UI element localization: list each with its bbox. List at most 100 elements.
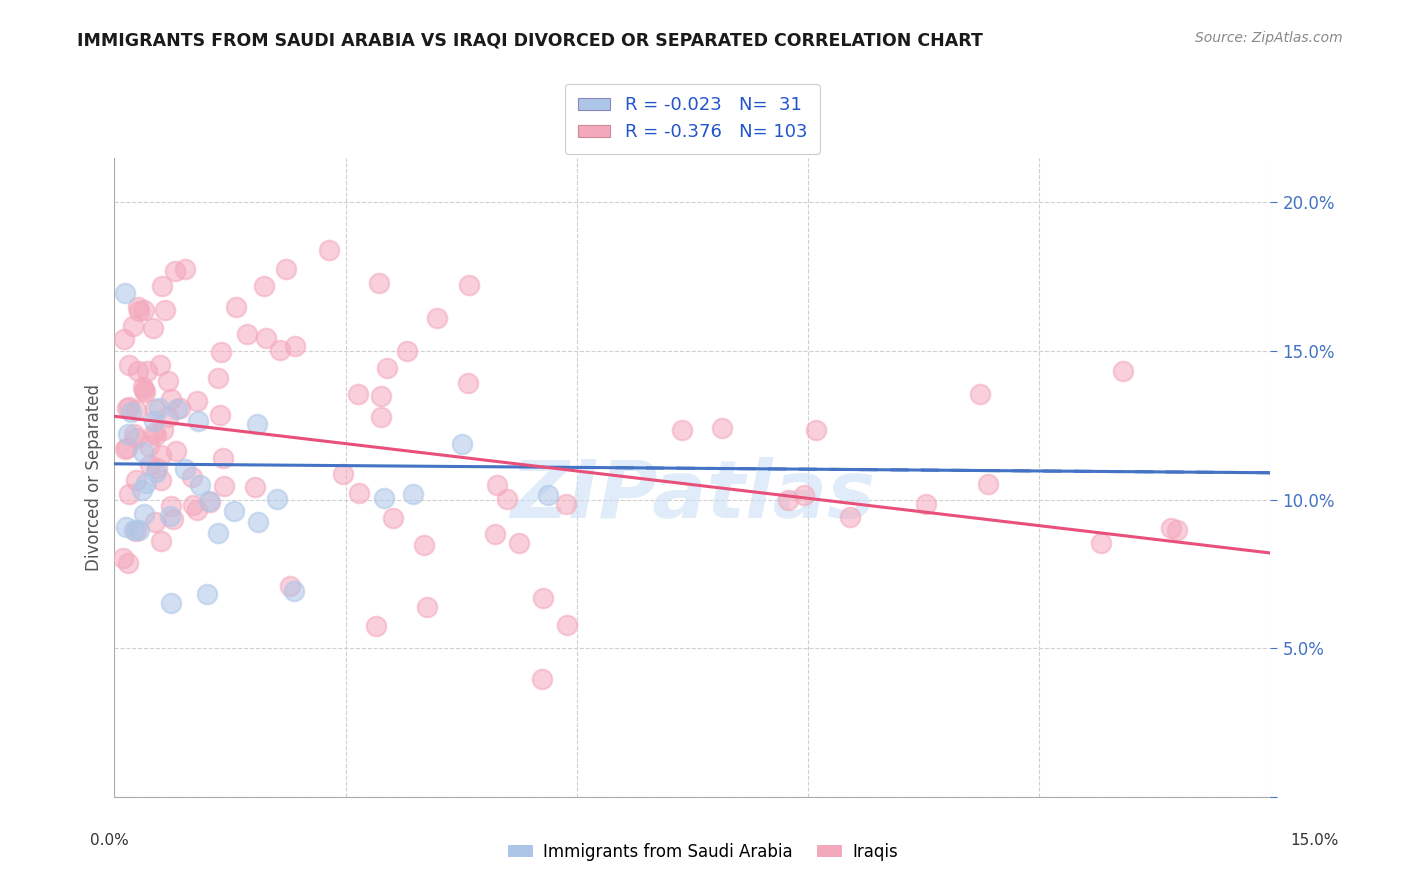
Point — [149, 448, 172, 462]
Point — [839, 510, 862, 524]
Y-axis label: Divorced or Separated: Divorced or Separated — [86, 384, 103, 571]
Point — [197, 494, 219, 508]
Point — [118, 487, 141, 501]
Point — [145, 465, 167, 479]
Point — [484, 527, 506, 541]
Point — [426, 311, 449, 326]
Point — [332, 467, 354, 482]
Point — [537, 488, 560, 502]
Point — [247, 515, 270, 529]
Point — [253, 279, 276, 293]
Point — [212, 479, 235, 493]
Point — [148, 401, 170, 415]
Point — [457, 376, 479, 390]
Point — [793, 488, 815, 502]
Point — [347, 387, 370, 401]
Point — [181, 499, 204, 513]
Point — [212, 450, 235, 465]
Point — [145, 428, 167, 442]
Point — [278, 579, 301, 593]
Point — [173, 262, 195, 277]
Point — [976, 476, 998, 491]
Point — [149, 358, 172, 372]
Point — [115, 441, 138, 455]
Point — [243, 480, 266, 494]
Point — [122, 426, 145, 441]
Point — [160, 392, 183, 407]
Point — [125, 431, 148, 445]
Point — [134, 384, 156, 399]
Point — [117, 556, 139, 570]
Point — [347, 486, 370, 500]
Point — [166, 402, 188, 417]
Point — [530, 673, 553, 687]
Point — [186, 414, 208, 428]
Point — [159, 508, 181, 523]
Point — [209, 408, 232, 422]
Point — [266, 491, 288, 506]
Text: ZIPatlas: ZIPatlas — [510, 458, 875, 535]
Point — [554, 496, 576, 510]
Point — [150, 278, 173, 293]
Point — [495, 492, 517, 507]
Point — [367, 276, 389, 290]
Point — [114, 520, 136, 534]
Point — [209, 344, 232, 359]
Legend: Immigrants from Saudi Arabia, Iraqis: Immigrants from Saudi Arabia, Iraqis — [501, 837, 905, 868]
Point — [132, 507, 155, 521]
Point — [1090, 535, 1112, 549]
Point — [134, 303, 156, 318]
Point — [159, 596, 181, 610]
Point — [364, 619, 387, 633]
Point — [283, 338, 305, 352]
Point — [112, 550, 135, 565]
Point — [157, 374, 180, 388]
Point — [112, 332, 135, 346]
Point — [138, 439, 160, 453]
Point — [115, 401, 138, 415]
Point — [145, 401, 167, 416]
Point — [711, 421, 734, 435]
Point — [159, 500, 181, 514]
Point — [254, 331, 277, 345]
Point — [135, 364, 157, 378]
Text: 15.0%: 15.0% — [1291, 833, 1339, 847]
Point — [180, 469, 202, 483]
Point — [165, 444, 187, 458]
Point — [236, 326, 259, 341]
Point — [128, 304, 150, 318]
Point — [555, 618, 578, 632]
Point — [195, 587, 218, 601]
Point — [114, 285, 136, 300]
Point — [131, 483, 153, 497]
Point — [125, 402, 148, 417]
Point — [370, 409, 392, 424]
Point — [269, 343, 291, 358]
Point — [283, 584, 305, 599]
Point — [163, 264, 186, 278]
Point — [139, 458, 162, 473]
Point — [117, 400, 139, 414]
Point — [132, 444, 155, 458]
Point — [508, 536, 530, 550]
Point — [114, 442, 136, 456]
Point — [117, 359, 139, 373]
Point — [806, 423, 828, 437]
Point — [416, 599, 439, 614]
Point — [458, 278, 481, 293]
Point — [169, 401, 191, 415]
Point — [152, 423, 174, 437]
Point — [382, 510, 405, 524]
Point — [318, 243, 340, 257]
Point — [915, 497, 938, 511]
Point — [174, 461, 197, 475]
Point — [402, 487, 425, 501]
Point — [135, 476, 157, 491]
Point — [128, 523, 150, 537]
Point — [671, 423, 693, 437]
Point — [207, 371, 229, 385]
Point — [207, 526, 229, 541]
Point — [132, 380, 155, 394]
Point — [117, 427, 139, 442]
Point — [142, 321, 165, 335]
